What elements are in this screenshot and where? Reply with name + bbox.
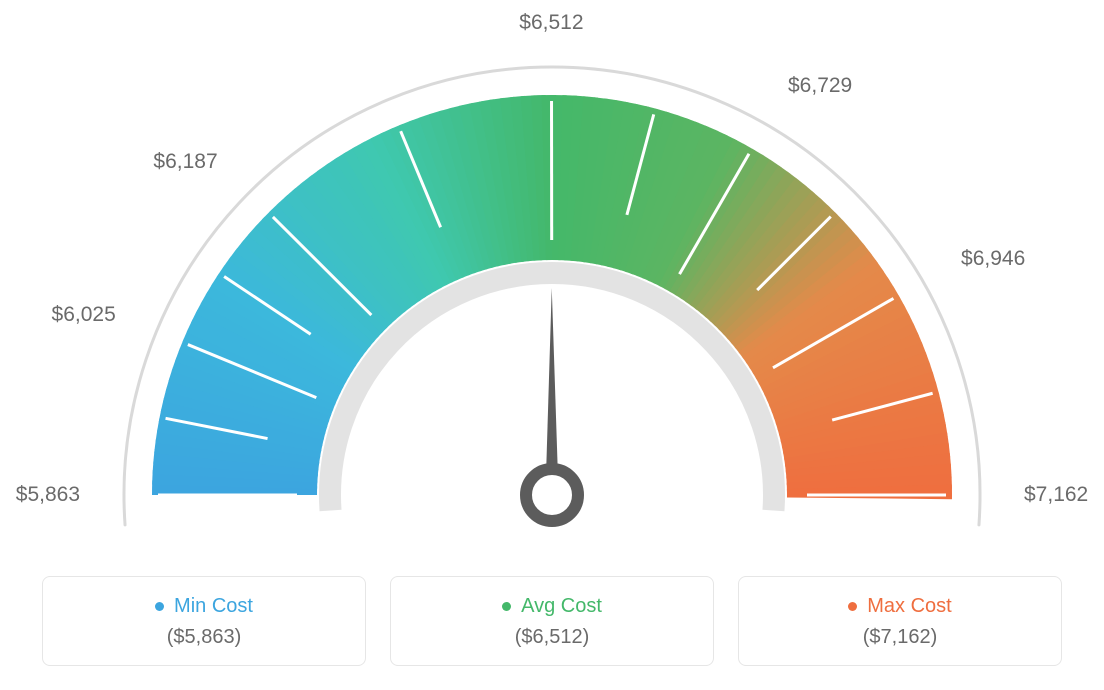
gauge-svg <box>0 0 1104 555</box>
legend-card-max: Max Cost ($7,162) <box>738 576 1062 666</box>
legend-value-min: ($5,863) <box>167 626 242 649</box>
legend-dot-avg <box>502 602 511 611</box>
legend-label-min: Min Cost <box>174 595 253 618</box>
legend-card-min: Min Cost ($5,863) <box>42 576 366 666</box>
legend-title-max: Max Cost <box>848 595 951 618</box>
gauge-tick-label: $6,512 <box>519 11 583 35</box>
gauge-tick-label: $6,187 <box>153 150 217 174</box>
gauge-tick-label: $5,863 <box>16 483 80 507</box>
gauge-tick-label: $6,025 <box>52 303 116 327</box>
legend-value-avg: ($6,512) <box>515 626 590 649</box>
gauge-tick-label: $7,162 <box>1024 483 1088 507</box>
legend-row: Min Cost ($5,863) Avg Cost ($6,512) Max … <box>42 576 1062 666</box>
legend-title-min: Min Cost <box>155 595 253 618</box>
legend-card-avg: Avg Cost ($6,512) <box>390 576 714 666</box>
legend-label-max: Max Cost <box>867 595 951 618</box>
legend-value-max: ($7,162) <box>863 626 938 649</box>
cost-gauge-widget: $5,863 $6,025 $6,187 $6,512 $6,729 $6,946 $7,1… <box>0 0 1104 690</box>
legend-dot-min <box>155 602 164 611</box>
gauge-tick-label: $6,946 <box>961 247 1025 271</box>
gauge-tick-label: $6,729 <box>788 74 852 98</box>
gauge-chart: $5,863 $6,025 $6,187 $6,512 $6,729 $6,946 $7,1… <box>0 0 1104 555</box>
legend-label-avg: Avg Cost <box>521 595 602 618</box>
legend-title-avg: Avg Cost <box>502 595 602 618</box>
legend-dot-max <box>848 602 857 611</box>
